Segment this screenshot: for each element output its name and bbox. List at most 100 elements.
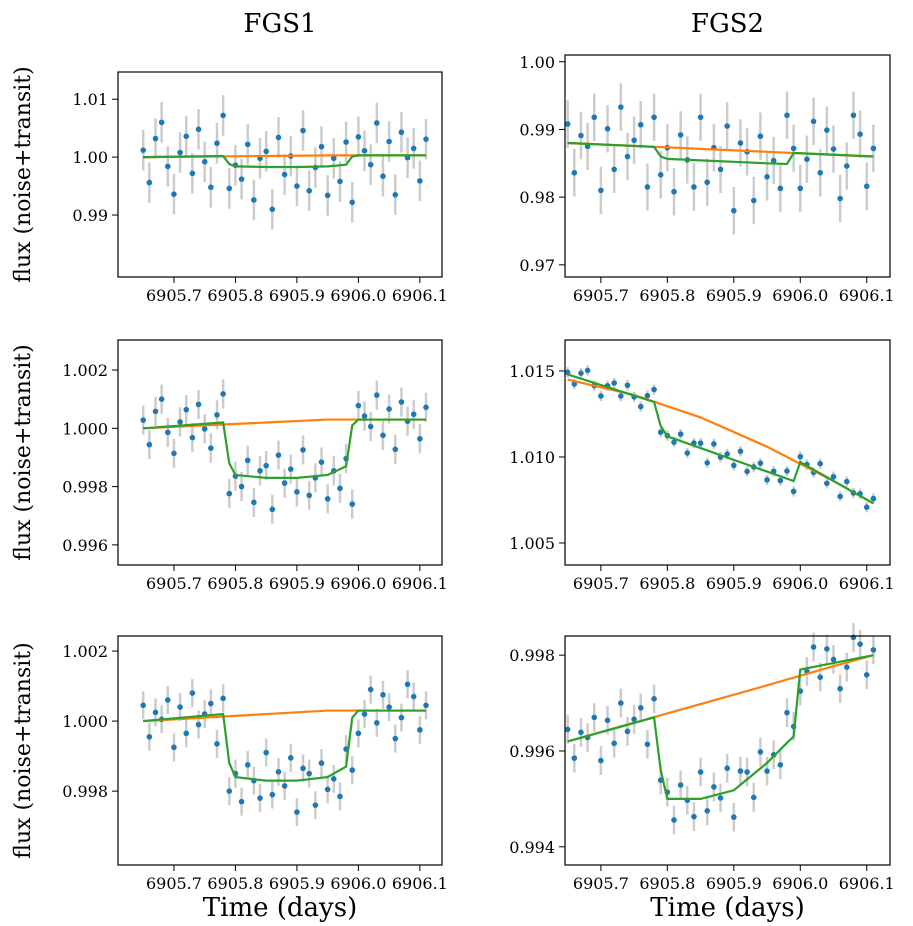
data-point: [578, 370, 584, 376]
data-point: [611, 740, 617, 747]
y-tick-label: 0.998: [62, 782, 108, 801]
data-point: [287, 755, 294, 761]
panel: 6905.7 6905.8 6905.9 6906.0 6906.1 1.005 1.010…: [509, 339, 895, 593]
data-point: [374, 720, 380, 726]
x-tick-label: 6906.0: [330, 874, 386, 893]
data-point: [591, 114, 598, 121]
data-point: [244, 141, 251, 148]
data-point: [392, 191, 399, 198]
data-point: [691, 184, 697, 190]
data-point: [677, 782, 684, 788]
x-tick-label: 6906.1: [392, 874, 448, 893]
plot-frame: [564, 54, 891, 278]
data-point: [624, 153, 631, 160]
y-tick-label: 1.005: [509, 534, 555, 553]
y-tick-label: 1.002: [62, 642, 108, 661]
data-point: [275, 134, 282, 141]
data-point: [704, 808, 711, 814]
data-point: [361, 413, 368, 419]
data-point: [140, 147, 147, 153]
data-point: [604, 125, 611, 132]
data-point: [757, 460, 764, 466]
model-line: [567, 654, 874, 800]
data-point: [146, 179, 153, 186]
data-point: [257, 468, 263, 474]
x-tick-label: 6906.0: [330, 286, 386, 305]
data-point: [671, 439, 677, 445]
data-point: [244, 457, 251, 464]
y-tick-label: 0.996: [509, 742, 555, 761]
data-point: [257, 795, 263, 801]
data-point: [784, 112, 790, 119]
data-point: [164, 163, 171, 170]
data-point: [423, 702, 429, 709]
data-point: [697, 440, 704, 447]
model-line: [143, 154, 427, 169]
model-line: [143, 709, 427, 782]
data-point: [830, 473, 837, 480]
data-point: [269, 506, 276, 513]
data-point: [281, 783, 288, 789]
data-point: [386, 138, 392, 145]
x-tick-label: 6906.1: [839, 874, 895, 893]
data-point: [398, 129, 405, 136]
panel-title: FGS2: [691, 9, 764, 39]
data-point: [644, 392, 651, 399]
data-point: [337, 178, 343, 185]
data-point: [731, 814, 737, 820]
data-point: [571, 169, 578, 176]
data-point: [300, 127, 306, 134]
data-point: [598, 187, 604, 194]
data-point: [417, 178, 423, 184]
data-point: [392, 446, 399, 453]
x-tick-label: 6905.8: [207, 286, 263, 305]
panel: 6905.7 6905.8 6905.9 6906.0 6906.1 0.994 0.996…: [509, 623, 895, 923]
data-point: [731, 207, 737, 214]
data-point: [837, 493, 843, 500]
data-point: [764, 768, 770, 774]
data-point: [367, 686, 374, 693]
x-tick-label: 6905.7: [146, 286, 202, 305]
data-point: [784, 468, 790, 474]
model-line: [567, 141, 874, 166]
data-point: [392, 735, 399, 742]
data-point: [843, 163, 850, 169]
data-point: [571, 755, 578, 761]
data-point: [830, 656, 837, 663]
y-tick-label: 0.97: [519, 256, 555, 275]
data-point: [810, 644, 817, 650]
data-point: [189, 170, 196, 177]
y-tick-label: 1.01: [72, 90, 108, 109]
data-point: [777, 762, 784, 768]
data-point: [711, 784, 717, 790]
data-point: [618, 393, 624, 399]
data-point: [637, 121, 644, 128]
panel: 6905.7 6905.8 6905.9 6906.0 6906.1 0.97 0.98 0.…: [519, 9, 894, 305]
data-point: [671, 188, 677, 195]
y-tick-label: 0.998: [509, 646, 555, 665]
data-point: [361, 147, 368, 154]
y-tick-label: 1.015: [509, 362, 555, 381]
y-tick-label: 1.00: [519, 53, 555, 72]
data-point: [657, 429, 664, 436]
data-point: [777, 185, 784, 192]
data-point: [330, 776, 337, 782]
model-line: [143, 709, 427, 723]
data-point: [410, 693, 417, 700]
data-point: [238, 798, 245, 805]
data-point: [324, 786, 331, 793]
data-point: [677, 132, 684, 138]
data-point: [423, 404, 429, 411]
data-point: [777, 477, 784, 484]
data-point: [263, 462, 269, 469]
data-point: [269, 206, 276, 213]
data-point: [731, 462, 737, 469]
data-point: [294, 809, 300, 815]
x-tick-label: 6905.8: [639, 574, 695, 593]
data-point: [195, 126, 202, 133]
data-point: [691, 813, 697, 820]
data-point: [367, 161, 374, 168]
data-point: [146, 441, 153, 448]
data-point: [737, 140, 744, 146]
data-point: [724, 765, 730, 772]
